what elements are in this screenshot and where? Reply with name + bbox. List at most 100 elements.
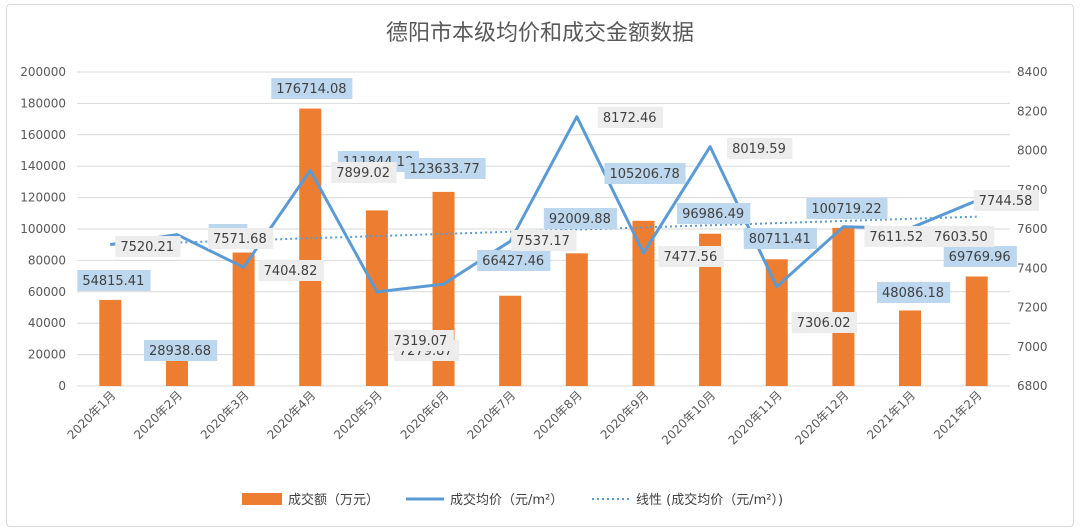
bar: [699, 233, 722, 386]
bar: [899, 310, 922, 386]
bar-label-box: [543, 208, 618, 229]
bar-label: 105206.78: [609, 167, 679, 182]
line-data-labels: 7520.217571.687404.827899.027279.877319.…: [115, 107, 1039, 361]
bar-label-box: [677, 203, 751, 224]
bar-label-box: [604, 163, 686, 184]
line-label-box: [597, 107, 664, 128]
line-label: 8019.59: [732, 142, 786, 157]
bar: [299, 108, 322, 386]
x-tick-label: 2020年10月: [659, 388, 718, 447]
right-tick-label: 8200: [1017, 104, 1048, 118]
bar: [565, 253, 588, 386]
right-tick-label: 8000: [1017, 144, 1048, 158]
x-tick-label: 2020年4月: [264, 388, 318, 442]
right-tick-label: 7600: [1017, 222, 1048, 236]
left-tick-label: 180000: [20, 96, 66, 110]
line-label-box: [864, 226, 930, 247]
bar: [765, 259, 788, 386]
bar-label-box: [77, 270, 151, 291]
line-label: 7306.02: [797, 316, 851, 331]
left-tick-label: 160000: [20, 128, 66, 142]
bar-label-box: [877, 282, 951, 303]
x-axis: 2020年1月 2020年2月 2020年3月 2020年4月 2020年5月 2020年…: [65, 388, 985, 447]
bar-label: 80711.41: [749, 232, 811, 247]
bar-label: 123633.77: [410, 162, 480, 177]
line-label: 7899.02: [336, 166, 390, 181]
legend: 成交额（万元） 成交均价（元/m²） 线性 (成交均价（元/m²）): [242, 492, 783, 508]
line-label: 7603.50: [934, 230, 988, 245]
bar-label: 100719.22: [811, 202, 881, 217]
line-label: 7477.56: [663, 250, 717, 265]
left-tick-label: 40000: [28, 316, 66, 330]
x-tick-label: 2021年2月: [931, 388, 985, 442]
line-label: 7537.17: [516, 234, 570, 249]
x-tick-label: 2020年2月: [131, 388, 185, 442]
left-tick-label: 200000: [20, 65, 66, 79]
legend-line-label: 成交均价（元/m²）: [450, 492, 563, 508]
legend-trend-label: 线性 (成交均价（元/m²）): [636, 492, 783, 508]
bar-label-box: [477, 250, 551, 271]
x-tick-label: 2021年1月: [864, 388, 918, 442]
bar: [232, 252, 255, 386]
bar-label: 176714.08: [276, 82, 346, 97]
line-label-box: [511, 230, 577, 251]
legend-bar-swatch: [242, 493, 282, 505]
line-label: 7744.58: [979, 194, 1033, 209]
bar-label: 92009.88: [549, 212, 611, 227]
line-label: 7319.07: [394, 334, 448, 349]
bar-label-box: [143, 340, 218, 361]
chart-title: 德阳市本级均价和成交金额数据: [386, 21, 694, 46]
bar-label-box: [404, 158, 486, 179]
line-label-box: [658, 246, 724, 267]
left-tick-label: 140000: [20, 159, 66, 173]
bar: [632, 220, 655, 386]
bar-label: 66427.46: [482, 254, 544, 269]
right-tick-label: 8400: [1017, 65, 1048, 79]
bar-label-box: [743, 228, 817, 249]
left-tick-label: 60000: [28, 285, 66, 299]
bar-label: 69769.96: [949, 250, 1011, 265]
line-label-box: [258, 260, 324, 281]
line-label: 8172.46: [603, 111, 657, 126]
x-tick-label: 2020年5月: [331, 388, 385, 442]
line-label: 7520.21: [120, 240, 174, 255]
bar-label: 96986.49: [682, 207, 744, 222]
line-label-box: [331, 162, 397, 183]
x-tick-label: 2020年3月: [198, 388, 252, 442]
left-tick-label: 0: [58, 379, 66, 393]
line-label-box: [791, 312, 858, 333]
legend-bar-label: 成交额（万元）: [288, 492, 379, 508]
x-tick-label: 2020年12月: [792, 388, 851, 447]
x-tick-label: 2020年1月: [65, 388, 119, 442]
x-tick-label: 2020年11月: [726, 388, 785, 447]
left-tick-label: 80000: [28, 253, 66, 267]
line-label: 7611.52: [869, 230, 923, 245]
bar-label-box: [806, 198, 888, 219]
x-tick-label: 2020年7月: [464, 388, 518, 442]
x-tick-label: 2020年8月: [531, 388, 585, 442]
line-label: 7404.82: [264, 264, 318, 279]
line-label: 7571.68: [213, 232, 267, 247]
left-axis: 0 20000 40000 60000 80000 100000 120000 140000 1…: [20, 65, 66, 393]
line-label-box: [115, 236, 181, 257]
x-tick-label: 2020年9月: [598, 388, 652, 442]
bar-label-box: [943, 246, 1017, 267]
line-label-box: [973, 190, 1039, 211]
bar: [499, 295, 522, 386]
line-label-box: [388, 330, 454, 351]
bar-data-labels: 54815.4128938.68…89176714.08111844.18123…: [77, 78, 1017, 361]
x-tick-label: 2020年6月: [398, 388, 452, 442]
line-label-box: [207, 228, 274, 249]
line-series: [110, 115, 978, 294]
right-tick-label: 7200: [1017, 301, 1048, 315]
right-tick-label: 6800: [1017, 379, 1048, 393]
left-tick-label: 120000: [20, 191, 66, 205]
line-label-box: [727, 138, 793, 159]
left-tick-label: 100000: [20, 222, 66, 236]
left-tick-label: 20000: [28, 348, 66, 362]
right-tick-label: 7400: [1017, 261, 1048, 275]
bar-label: 48086.18: [882, 286, 944, 301]
bar-label: 54815.41: [82, 274, 144, 289]
